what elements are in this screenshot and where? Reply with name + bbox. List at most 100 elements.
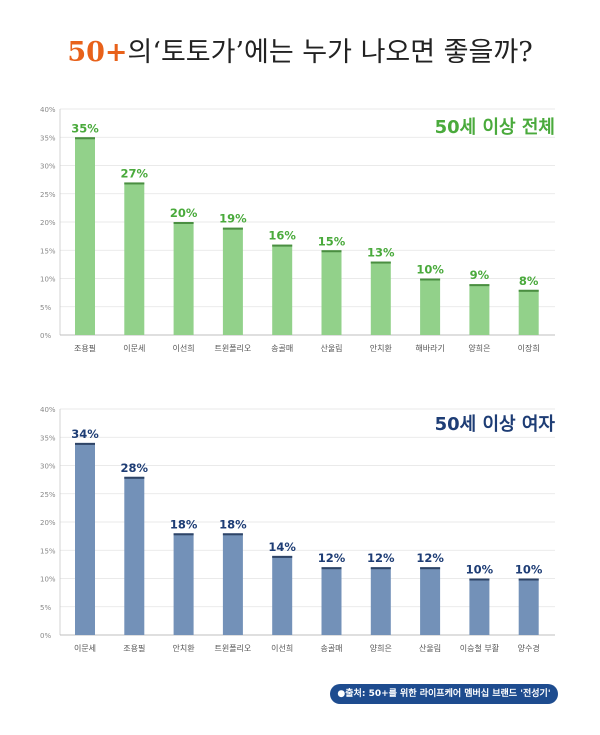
chart1-y-tick-label: 20% (40, 219, 56, 227)
chart2-category-label: 조용필 (123, 643, 145, 653)
chart2-data-label: 14% (268, 540, 296, 554)
chart1-data-label: 13% (367, 246, 395, 260)
chart1-bar (370, 261, 391, 335)
chart2-data-label: 18% (170, 517, 198, 531)
chart1-bar-top (272, 244, 293, 247)
chart2-bar (272, 555, 293, 635)
chart2-data-label: 12% (367, 551, 395, 565)
chart2-data-label: 10% (515, 563, 543, 577)
chart2-bar-top (321, 567, 342, 570)
chart1-title: 50세 이상 전체 (435, 117, 555, 138)
chart2-bar-top (272, 555, 293, 558)
chart2-bar (321, 567, 342, 635)
chart2-category-label: 트윈폴리오 (214, 644, 251, 653)
chart1-category-label: 산울림 (320, 343, 342, 353)
chart2-category-label: 송골매 (320, 644, 342, 653)
chart2-data-label: 12% (416, 551, 444, 565)
chart1-bar (518, 289, 539, 335)
chart1-y-tick-label: 5% (40, 304, 51, 312)
chart1-bar-top (469, 284, 490, 287)
chart2-title: 50세 이상 여자 (435, 414, 556, 435)
title-accent: 50+ (67, 37, 128, 68)
chart1-bar-top (370, 261, 391, 264)
chart1-bar-top (173, 222, 194, 224)
chart1-bar (124, 182, 145, 335)
chart1-bar (75, 137, 95, 335)
chart2-category-label: 산울림 (419, 643, 441, 653)
chart2-bar-top (518, 578, 539, 581)
chart2-y-tick-label: 20% (40, 519, 56, 527)
chart2-bar (518, 578, 539, 635)
chart2-bar-top (75, 442, 95, 445)
chart2-category-label: 이문세 (74, 643, 96, 653)
chart1-data-label: 8% (519, 274, 539, 288)
chart-overall: 50세 이상 전체 0% 5% 10% 15% 20% 25% 30% 35% 40% 35% 조용필… (0, 100, 600, 390)
chart1-data-label: 35% (71, 121, 99, 135)
chart2-y-tick-label: 5% (40, 604, 51, 612)
chart2-bar-top (420, 567, 441, 570)
chart1-y-tick-label: 0% (40, 332, 51, 340)
chart1-bar (222, 227, 243, 335)
chart1-category-label: 이문세 (123, 343, 145, 353)
chart1-y-tick-label: 10% (40, 276, 56, 284)
chart2-data-label: 10% (466, 563, 494, 577)
chart1-data-label: 10% (416, 263, 444, 277)
chart2-y-tick-label: 0% (40, 632, 51, 640)
chart1-category-label: 이장희 (518, 343, 540, 353)
chart2-data-label: 28% (121, 461, 149, 475)
chart1-bar-top (222, 227, 243, 230)
chart-women-svg: 50세 이상 여자 0% 5% 10% 15% 20% 25% 30% 35% 40% 34% 이문세… (40, 406, 556, 653)
page-title: 50+의‘토토가’에는 누가 나오면 좋을까? (0, 30, 600, 69)
chart2-y-tick-label: 35% (40, 434, 56, 442)
chart1-category-label: 트윈폴리오 (214, 344, 251, 353)
chart2-bar (370, 567, 391, 635)
chart2-category-label: 양희은 (370, 643, 392, 653)
chart1-bar (321, 250, 342, 335)
chart2-bar (420, 567, 441, 635)
chart-overall-svg: 50세 이상 전체 0% 5% 10% 15% 20% 25% 30% 35% 40% 35% 조용필… (40, 106, 555, 353)
chart2-data-label: 34% (71, 427, 99, 441)
chart2-bar (75, 442, 95, 635)
chart-women: 50세 이상 여자 0% 5% 10% 15% 20% 25% 30% 35% 40% 34% 이문세… (0, 400, 600, 680)
chart1-category-label: 조용필 (74, 343, 96, 353)
chart1-y-tick-label: 25% (40, 191, 56, 199)
chart2-bar (173, 533, 194, 635)
chart1-bar (173, 222, 194, 335)
chart2-y-tick-label: 30% (40, 463, 56, 471)
chart1-bar (469, 284, 490, 335)
chart1-data-label: 19% (219, 212, 247, 226)
chart1-bar (272, 244, 293, 335)
chart1-bar (420, 278, 441, 335)
chart1-y-tick-label: 15% (40, 247, 56, 255)
chart2-bar (222, 533, 243, 635)
chart2-bar (124, 476, 145, 635)
chart1-category-label: 안치환 (370, 343, 393, 353)
chart1-bar-top (420, 278, 441, 281)
chart1-bar-top (124, 182, 145, 185)
chart1-category-label: 양희은 (468, 343, 490, 353)
chart1-y-tick-label: 35% (40, 134, 56, 142)
chart2-bar (469, 578, 490, 635)
chart2-category-label: 양수경 (518, 643, 540, 653)
chart1-category-label: 해바라기 (415, 343, 444, 353)
chart2-category-label: 이승철 부활 (460, 643, 500, 653)
chart2-data-label: 12% (318, 551, 346, 565)
chart2-y-tick-label: 40% (40, 406, 56, 414)
source-badge: ●출처: 50+를 위한 라이프케어 멤버십 브랜드 '전성기' (330, 684, 558, 704)
chart1-data-label: 16% (268, 229, 296, 243)
title-rest: 의‘토토가’에는 누가 나오면 좋을까? (127, 37, 533, 68)
chart1-data-label: 9% (470, 268, 490, 282)
chart1-y-tick-label: 40% (40, 106, 56, 114)
chart2-bar-top (173, 533, 194, 536)
chart2-category-label: 이선희 (271, 643, 293, 653)
chart2-bar-top (469, 578, 490, 581)
chart2-y-tick-label: 25% (40, 491, 56, 499)
chart1-y-tick-label: 30% (40, 163, 56, 171)
chart1-bar-top (75, 137, 95, 140)
chart2-data-label: 18% (219, 517, 247, 531)
chart2-bar-top (124, 476, 145, 479)
chart1-category-label: 송골매 (271, 344, 293, 353)
chart1-category-label: 이선희 (173, 343, 195, 353)
chart1-data-label: 20% (170, 206, 198, 220)
chart2-y-tick-label: 15% (40, 547, 56, 555)
